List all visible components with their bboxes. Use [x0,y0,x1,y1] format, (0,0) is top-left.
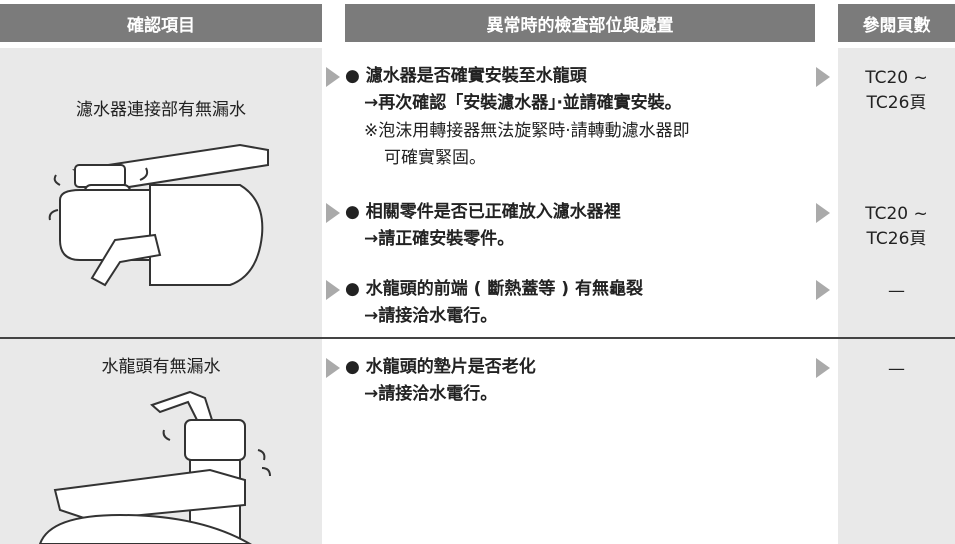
reference: TC20 ~ [865,204,928,224]
action: →請正確安裝零件。 [364,229,515,249]
arrow-marker [326,67,340,87]
reference: — [888,359,905,379]
arrow-marker [816,67,830,87]
column-bg [838,48,955,544]
arrow-marker [326,280,340,300]
check-question: ● 相關零件是否已正確放入濾水器裡 [345,202,621,222]
arrow-marker [816,358,830,378]
note: 可確實緊固。 [384,148,486,168]
header-cell: 異常時的檢查部位與處置 [345,4,815,42]
check-question: ● 水龍頭的墊片是否老化 [345,357,536,377]
faucet-filter [48,143,269,287]
header-cell: 參閱頁數 [838,4,955,42]
reference: TC26頁 [866,93,927,113]
action: →再次確認「安裝濾水器」‧並請確實安裝。 [364,93,682,113]
reference: TC20 ~ [865,68,928,88]
action: →請接洽水電行。 [364,306,498,326]
check-question: ● 濾水器是否確實安裝至水龍頭 [345,66,587,86]
row-divider [0,337,955,339]
reference: — [888,281,905,301]
arrow-marker [816,280,830,300]
arrow-marker [326,203,340,223]
note: ※泡沫用轉接器無法旋緊時‧請轉動濾水器即 [364,121,690,141]
arrow-marker [326,358,340,378]
check-item: 濾水器連接部有無漏水 [76,100,246,120]
action: →請接洽水電行。 [364,384,498,404]
reference: TC26頁 [866,229,927,249]
header-cell: 確認項目 [0,4,322,42]
column-bg [0,48,322,544]
faucet [38,390,271,544]
arrow-marker [816,203,830,223]
check-question: ● 水龍頭的前端 ( 斷熱蓋等 ) 有無龜裂 [345,279,643,299]
check-item: 水龍頭有無漏水 [101,357,221,377]
